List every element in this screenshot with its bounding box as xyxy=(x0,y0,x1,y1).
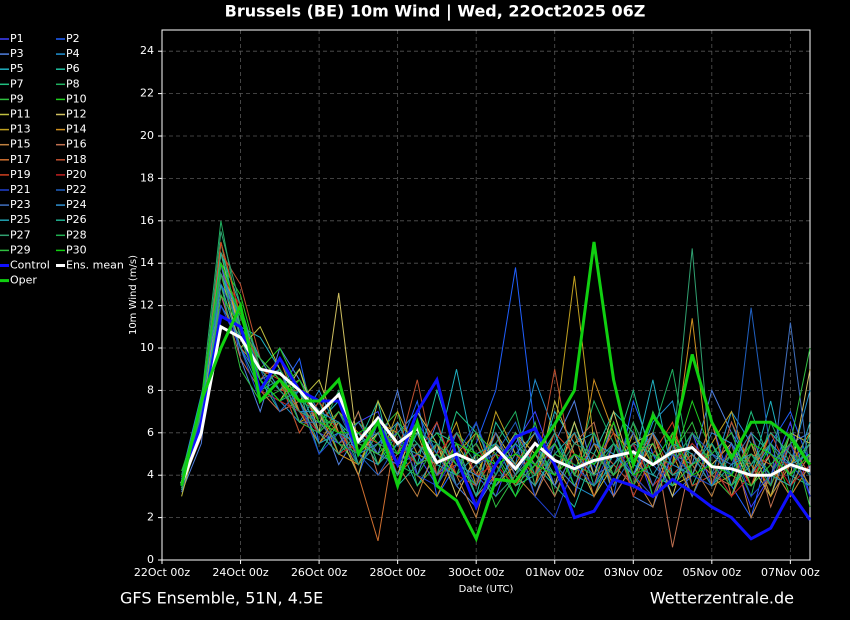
x-tick-label: 03Nov 00z xyxy=(604,566,663,579)
y-axis-label: 10m Wind (m/s) xyxy=(128,255,139,335)
legend-label: P2 xyxy=(66,32,80,45)
legend-label: P6 xyxy=(66,62,80,75)
legend-label: P18 xyxy=(66,153,87,166)
y-tick-label: 8 xyxy=(147,383,154,396)
legend-label: P7 xyxy=(10,77,24,90)
y-tick-label: 4 xyxy=(147,468,154,481)
legend-label: P13 xyxy=(10,123,31,136)
legend-label: P8 xyxy=(66,77,80,90)
legend-label: Oper xyxy=(10,274,37,287)
y-tick-label: 0 xyxy=(147,553,154,566)
x-tick-label: 30Oct 00z xyxy=(448,566,505,579)
chart-title: Brussels (BE) 10m Wind | Wed, 22Oct2025 … xyxy=(225,2,646,22)
legend-label: P27 xyxy=(10,228,31,241)
x-tick-label: 26Oct 00z xyxy=(291,566,348,579)
legend-label: P4 xyxy=(66,47,80,60)
y-tick-label: 10 xyxy=(140,341,154,354)
footer-left: GFS Ensemble, 51N, 4.5E xyxy=(120,589,323,608)
x-axis-label: Date (UTC) xyxy=(459,584,514,595)
legend-label: P30 xyxy=(66,243,87,256)
legend-label: P9 xyxy=(10,92,24,105)
legend-label: P25 xyxy=(10,213,31,226)
y-tick-label: 6 xyxy=(147,426,154,439)
x-tick-label: 01Nov 00z xyxy=(525,566,584,579)
series-line xyxy=(180,241,812,543)
legend-label: P24 xyxy=(66,198,87,211)
series-line xyxy=(180,324,811,485)
legend-label: P22 xyxy=(66,183,87,196)
legend-label: P3 xyxy=(10,47,24,60)
y-tick-label: 2 xyxy=(147,511,154,524)
y-tick-label: 24 xyxy=(140,44,154,57)
y-tick-label: 12 xyxy=(140,299,154,312)
legend-label: P5 xyxy=(10,62,24,75)
legend-label: P17 xyxy=(10,153,31,166)
series-line xyxy=(180,313,812,541)
legend-label: P10 xyxy=(66,92,87,105)
x-tick-label: 07Nov 00z xyxy=(761,566,820,579)
legend-label: P12 xyxy=(66,108,87,121)
y-tick-label: 14 xyxy=(140,256,154,269)
y-tick-label: 16 xyxy=(140,214,154,227)
legend-label: P15 xyxy=(10,138,31,151)
legend-label: P29 xyxy=(10,243,31,256)
legend-label: Ens. mean xyxy=(66,259,124,272)
x-tick-label: 05Nov 00z xyxy=(682,566,741,579)
legend-label: P11 xyxy=(10,108,31,121)
x-tick-label: 24Oct 00z xyxy=(212,566,269,579)
y-tick-label: 18 xyxy=(140,171,154,184)
legend-label: P28 xyxy=(66,228,87,241)
legend-label: P16 xyxy=(66,138,87,151)
legend-label: P14 xyxy=(66,123,87,136)
plot-frame xyxy=(161,29,811,561)
footer-right: Wetterzentrale.de xyxy=(650,589,794,608)
legend-label: P20 xyxy=(66,168,87,181)
legend-label: P21 xyxy=(10,183,31,196)
legend-label: P26 xyxy=(66,213,87,226)
y-tick-label: 20 xyxy=(140,129,154,142)
legend-label: P1 xyxy=(10,32,24,45)
legend-label: Control xyxy=(10,259,50,272)
legend-label: P19 xyxy=(10,168,31,181)
x-tick-label: 28Oct 00z xyxy=(369,566,426,579)
x-tick-label: 22Oct 00z xyxy=(134,566,191,579)
legend-label: P23 xyxy=(10,198,31,211)
y-tick-label: 22 xyxy=(140,87,154,100)
